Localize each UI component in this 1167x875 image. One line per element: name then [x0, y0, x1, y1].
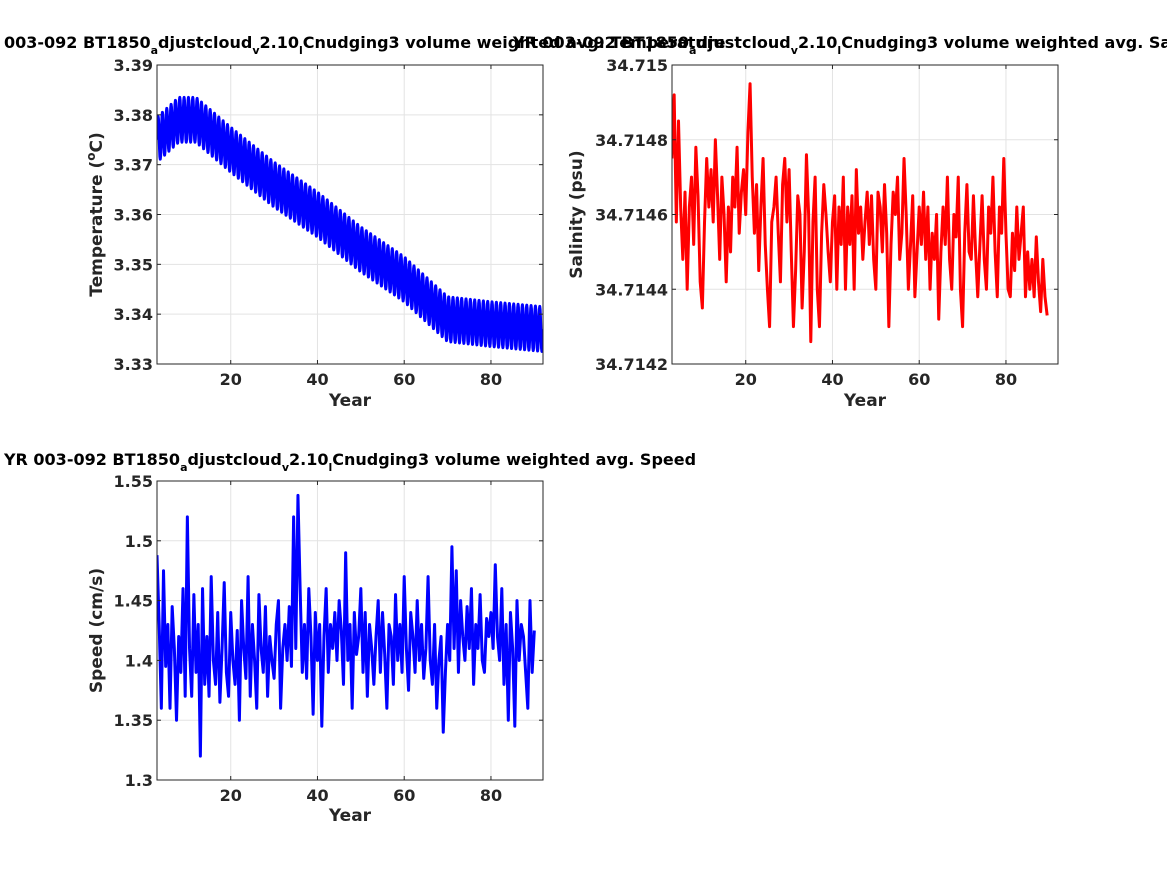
speed-x-tick-label-60: 60 [393, 786, 415, 805]
temperature-panel: YR 003-092 BT1850adjustcloudv2.10lCnudgi… [0, 33, 726, 411]
speed-y-ticks: 1.3 1.35 1.4 1.45 1.5 1.55 [114, 472, 543, 790]
temperature-y-ticks: 3.33 3.34 3.35 3.36 3.37 3.38 3.39 [114, 56, 543, 374]
salinity-series-line [672, 82, 1049, 344]
temperature-x-axis-label: Year [328, 391, 372, 411]
temperature-y-tick-label-3.35: 3.35 [114, 255, 153, 274]
speed-x-tick-label-40: 40 [306, 786, 328, 805]
temperature-y-tick-label-3.36: 3.36 [114, 206, 153, 225]
speed-x-axis-label: Year [328, 806, 372, 826]
salinity-x-tick-label-60: 60 [908, 370, 930, 389]
salinity-y-ticks: 34.7142 34.7144 34.7146 34.7148 34.715 [595, 56, 1058, 374]
salinity-x-ticks: 20 40 60 80 [735, 65, 1017, 389]
salinity-y-tick-label-34.7142: 34.7142 [595, 355, 668, 374]
salinity-y-axis-label: Salinity (psu) [567, 150, 587, 278]
speed-axes-box [156, 480, 544, 781]
speed-y-tick-label-1.3: 1.3 [125, 771, 153, 790]
salinity-y-tick-label-34.7148: 34.7148 [595, 131, 668, 150]
salinity-panel: YR 003-092 BT1850adjustcloudv2.10lCnudgi… [512, 33, 1167, 411]
speed-y-tick-label-1.5: 1.5 [125, 532, 153, 551]
temperature-y-tick-label-3.38: 3.38 [114, 106, 153, 125]
salinity-x-tick-label-40: 40 [821, 370, 843, 389]
speed-x-ticks: 20 40 60 80 [220, 481, 502, 805]
salinity-chart-title: YR 003-092 BT1850adjustcloudv2.10lCnudgi… [512, 33, 1167, 57]
speed-chart-title: YR 003-092 BT1850adjustcloudv2.10lCnudgi… [3, 450, 696, 474]
speed-x-tick-label-80: 80 [480, 786, 502, 805]
salinity-y-tick-label-34.715: 34.715 [606, 56, 668, 75]
salinity-y-tick-label-34.7146: 34.7146 [595, 206, 668, 225]
speed-x-tick-label-20: 20 [220, 786, 242, 805]
temperature-y-tick-label-3.34: 3.34 [114, 305, 153, 324]
temperature-x-tick-label-20: 20 [220, 370, 242, 389]
temperature-x-ticks: 20 40 60 80 [220, 65, 502, 389]
salinity-x-axis-label: Year [843, 391, 887, 411]
temperature-y-tick-label-3.39: 3.39 [114, 56, 153, 75]
speed-panel: YR 003-092 BT1850adjustcloudv2.10lCnudgi… [3, 450, 696, 826]
temperature-y-tick-label-3.37: 3.37 [114, 156, 153, 175]
temperature-x-tick-label-60: 60 [393, 370, 415, 389]
speed-y-tick-label-1.4: 1.4 [125, 651, 153, 670]
temperature-series-line [157, 95, 543, 353]
temperature-y-tick-label-3.33: 3.33 [114, 355, 153, 374]
temperature-x-tick-label-40: 40 [306, 370, 328, 389]
salinity-x-tick-label-20: 20 [735, 370, 757, 389]
salinity-y-tick-label-34.7144: 34.7144 [595, 280, 668, 299]
speed-y-axis-label: Speed (cm/s) [87, 568, 107, 693]
speed-y-tick-label-1.45: 1.45 [114, 592, 153, 611]
temperature-x-tick-label-80: 80 [480, 370, 502, 389]
speed-series-line [157, 493, 536, 758]
speed-y-tick-label-1.35: 1.35 [114, 711, 153, 730]
temperature-y-axis-label: Temperature (oC) [84, 132, 107, 296]
speed-y-tick-label-1.55: 1.55 [114, 472, 153, 491]
temperature-chart-title: YR 003-092 BT1850adjustcloudv2.10lCnudgi… [0, 33, 726, 57]
salinity-x-tick-label-80: 80 [995, 370, 1017, 389]
